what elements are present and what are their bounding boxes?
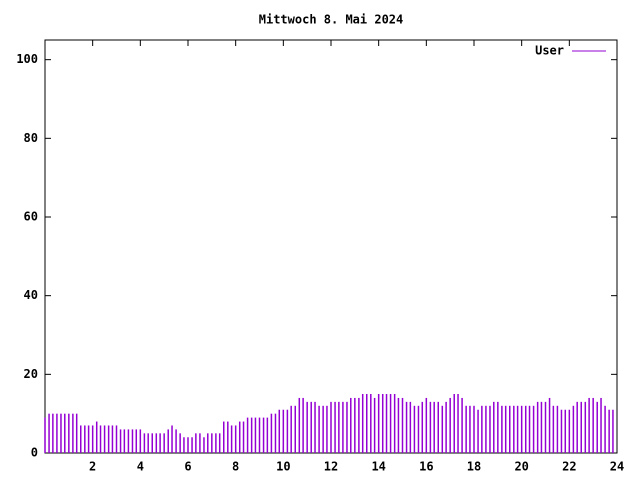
y-tick-label: 100 bbox=[16, 52, 38, 66]
x-tick-label: 14 bbox=[371, 460, 385, 474]
x-tick-label: 20 bbox=[514, 460, 528, 474]
y-tick-label: 60 bbox=[24, 210, 38, 224]
x-tick-label: 12 bbox=[324, 460, 338, 474]
x-tick-label: 18 bbox=[467, 460, 481, 474]
x-tick-label: 10 bbox=[276, 460, 290, 474]
legend-label: User bbox=[535, 44, 564, 58]
x-tick-label: 8 bbox=[232, 460, 239, 474]
y-tick-label: 80 bbox=[24, 131, 38, 145]
chart-title: Mittwoch 8. Mai 2024 bbox=[259, 13, 404, 27]
y-tick-label: 40 bbox=[24, 288, 38, 302]
x-tick-label: 6 bbox=[184, 460, 191, 474]
y-tick-label: 20 bbox=[24, 367, 38, 381]
y-tick-label: 0 bbox=[31, 446, 38, 460]
x-tick-label: 22 bbox=[562, 460, 576, 474]
x-tick-label: 4 bbox=[137, 460, 144, 474]
x-tick-label: 16 bbox=[419, 460, 433, 474]
x-tick-label: 24 bbox=[610, 460, 624, 474]
x-tick-label: 2 bbox=[89, 460, 96, 474]
